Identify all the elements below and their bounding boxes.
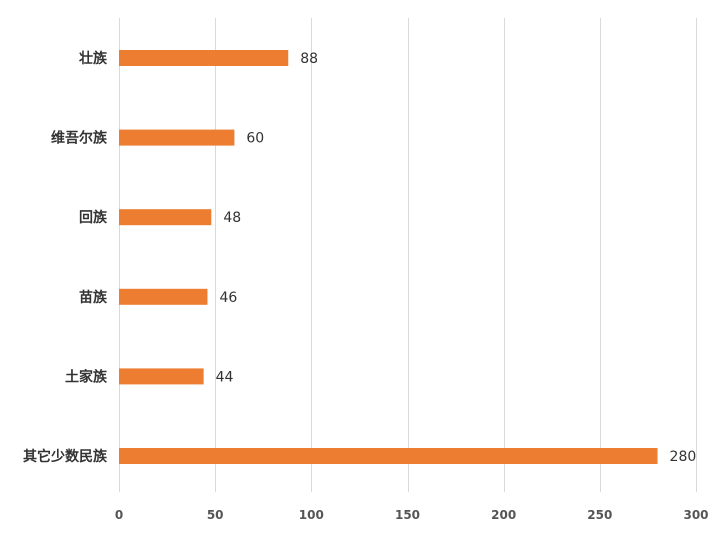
bar bbox=[119, 368, 204, 385]
category-label: 土家族 bbox=[65, 368, 108, 385]
value-label: 60 bbox=[246, 131, 264, 147]
value-label: 44 bbox=[216, 369, 234, 385]
value-label: 46 bbox=[219, 290, 237, 306]
x-tick-label: 300 bbox=[683, 508, 708, 522]
x-tick-label: 50 bbox=[207, 508, 224, 522]
bar bbox=[119, 50, 289, 66]
grid-lines bbox=[119, 18, 697, 492]
category-label: 苗族 bbox=[79, 289, 108, 306]
x-tick-label: 0 bbox=[115, 508, 123, 522]
bar bbox=[119, 209, 212, 226]
category-label: 壮族 bbox=[79, 50, 108, 67]
x-tick-label: 200 bbox=[491, 508, 516, 522]
value-labels: 88 60 48 46 44 280 bbox=[216, 51, 697, 465]
bar bbox=[119, 129, 235, 146]
bars bbox=[119, 50, 658, 464]
category-label: 维吾尔族 bbox=[51, 130, 108, 147]
x-axis-tick-labels: 0 50 100 150 200 250 300 bbox=[115, 508, 709, 522]
category-label: 其它少数民族 bbox=[23, 448, 108, 465]
category-label: 回族 bbox=[79, 209, 108, 226]
x-tick-label: 100 bbox=[299, 508, 324, 522]
bar bbox=[119, 448, 658, 464]
x-tick-label: 150 bbox=[395, 508, 420, 522]
value-label: 280 bbox=[670, 449, 697, 465]
value-label: 48 bbox=[223, 210, 241, 226]
bar bbox=[119, 288, 208, 305]
value-label: 88 bbox=[300, 51, 318, 67]
x-tick-label: 250 bbox=[587, 508, 612, 522]
